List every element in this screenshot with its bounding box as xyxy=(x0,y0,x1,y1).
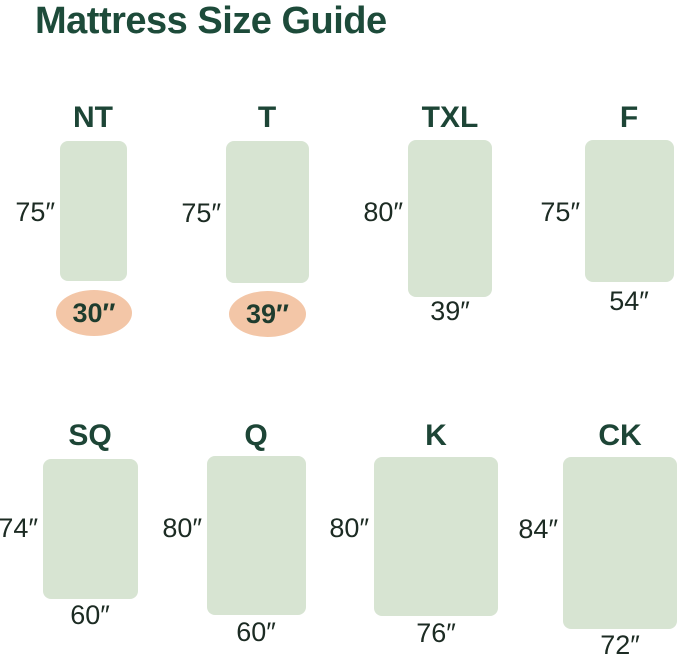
width-label: 76″ xyxy=(416,618,456,648)
length-label: 80″ xyxy=(162,513,202,543)
mattress-rectangle xyxy=(43,459,138,599)
mattress-rectangle xyxy=(408,140,492,297)
mattress-rectangle xyxy=(60,141,127,281)
mattress-code-label: NT xyxy=(73,101,113,134)
width-label: 54″ xyxy=(609,286,649,316)
width-label: 60″ xyxy=(70,600,110,630)
width-highlight-oval: 39″ xyxy=(229,291,306,337)
length-label: 74″ xyxy=(0,513,38,543)
mattress-rectangle xyxy=(563,457,677,629)
length-label: 75″ xyxy=(181,198,221,228)
mattress-code-label: SQ xyxy=(68,419,112,452)
mattress-code-label: T xyxy=(257,101,277,134)
mattress-rectangle xyxy=(207,456,306,615)
mattress-rectangle xyxy=(374,457,498,616)
length-label: 80″ xyxy=(329,513,369,543)
page-title: Mattress Size Guide xyxy=(35,0,387,42)
mattress-code-label: Q xyxy=(244,419,268,452)
width-label: 30″ xyxy=(72,297,116,328)
mattress-code-label: CK xyxy=(598,419,642,452)
length-label: 75″ xyxy=(15,197,55,227)
length-label: 75″ xyxy=(540,197,580,227)
length-label: 84″ xyxy=(518,514,558,544)
mattress-rectangle xyxy=(585,140,674,282)
mattress-code-label: TXL xyxy=(421,101,479,134)
width-label: 39″ xyxy=(430,296,470,326)
width-label: 72″ xyxy=(600,630,640,658)
length-label: 80″ xyxy=(363,197,403,227)
mattress-rectangle xyxy=(226,141,309,283)
width-highlight-oval: 30″ xyxy=(56,290,132,336)
mattress-code-label: K xyxy=(425,419,447,452)
width-label: 39″ xyxy=(246,298,289,329)
mattress-code-label: F xyxy=(619,101,639,134)
width-label: 60″ xyxy=(236,617,276,647)
